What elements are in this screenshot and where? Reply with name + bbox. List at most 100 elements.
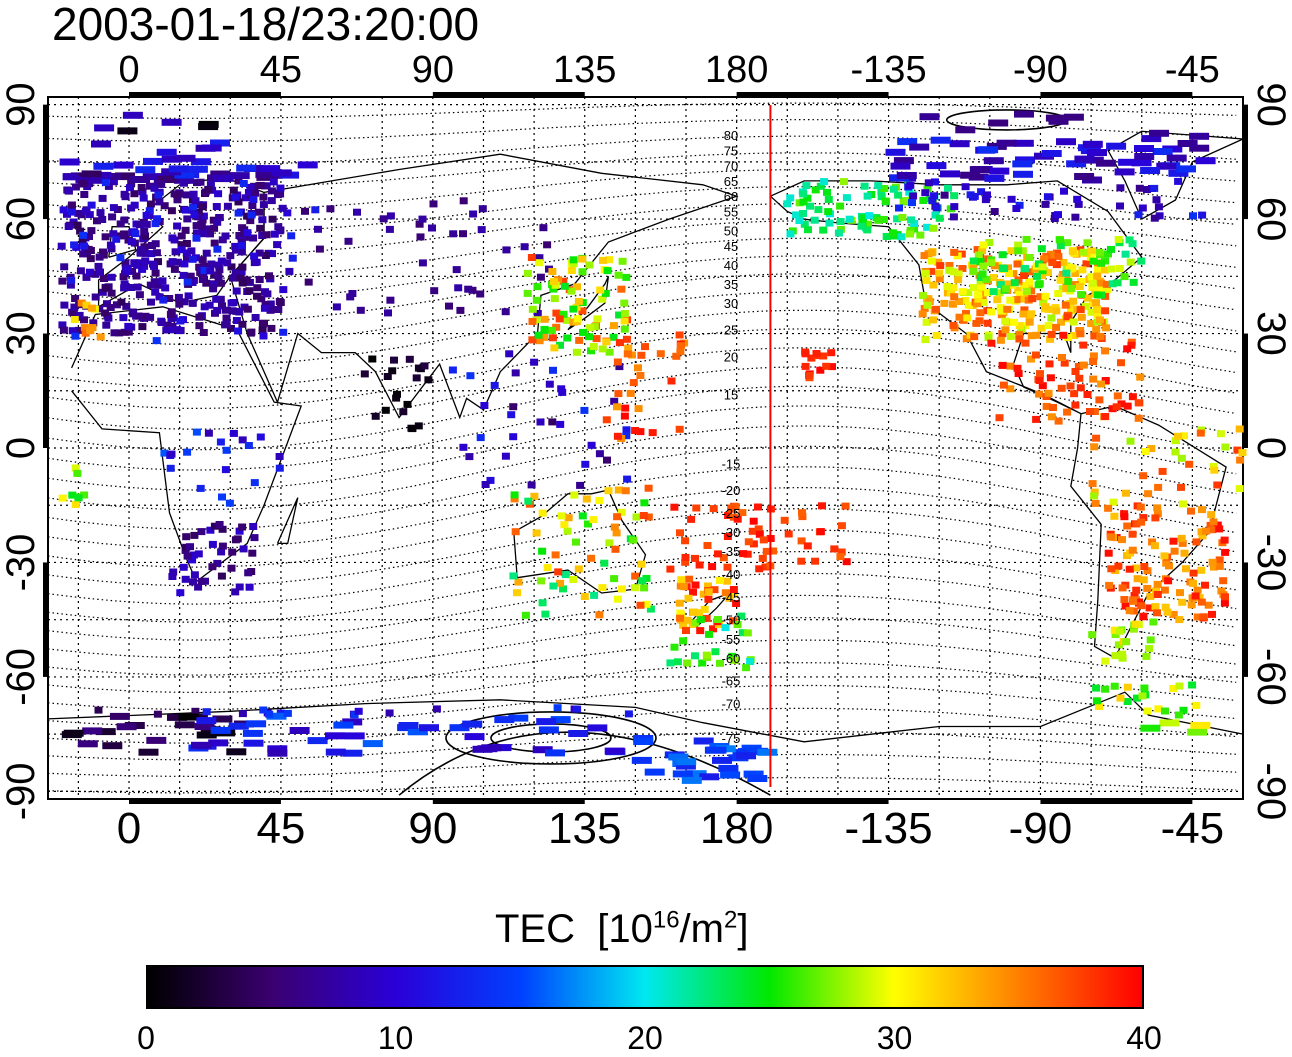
tec-point	[249, 196, 258, 203]
tec-point	[1104, 504, 1113, 512]
tec-point	[1197, 598, 1206, 606]
tec-point	[276, 190, 285, 198]
tec-point	[1217, 587, 1226, 595]
tec-point	[58, 494, 67, 502]
tec-point	[1118, 158, 1139, 166]
tec-point	[1108, 280, 1117, 288]
tec-point	[758, 554, 767, 562]
tec-point	[644, 513, 653, 521]
tec-point	[133, 283, 142, 291]
magnetic-contour	[47, 385, 1237, 471]
tec-point	[708, 563, 717, 571]
tec-point	[94, 262, 103, 270]
tec-point	[1143, 567, 1152, 575]
tec-point	[275, 464, 284, 472]
tec-point	[712, 756, 732, 764]
magnetic-contour	[47, 152, 1237, 189]
tec-point	[1127, 341, 1136, 349]
tec-point	[945, 266, 954, 274]
tec-point	[679, 583, 688, 591]
tec-point	[237, 268, 246, 276]
tec-point	[985, 239, 994, 246]
coastline	[769, 180, 1143, 415]
tec-point	[253, 284, 262, 292]
tec-point	[116, 723, 137, 731]
tec-point	[147, 250, 156, 258]
tec-point	[189, 551, 198, 559]
tec-point	[1130, 625, 1138, 633]
colorbar-tick-label: 10	[377, 1020, 414, 1056]
tec-point	[59, 158, 80, 166]
tec-point	[666, 565, 675, 573]
tec-point	[486, 476, 495, 484]
tec-point	[656, 350, 665, 358]
tec-point	[1111, 652, 1120, 660]
tec-point	[976, 309, 985, 317]
tec-point	[922, 318, 931, 326]
tec-point	[1067, 285, 1076, 292]
tec-point	[624, 710, 633, 718]
tec-point	[1210, 466, 1219, 474]
tec-point	[146, 281, 155, 289]
tec-point	[885, 148, 906, 156]
tec-point	[557, 512, 566, 520]
tec-point	[1069, 248, 1077, 256]
tec-point	[1143, 584, 1152, 592]
tec-point	[907, 216, 916, 224]
tec-point	[784, 530, 793, 538]
tec-point	[1015, 322, 1024, 330]
tec-point	[534, 331, 543, 339]
tec-point	[538, 726, 559, 734]
tec-point	[424, 376, 433, 384]
tec-point	[462, 720, 483, 728]
tec-point	[603, 456, 611, 464]
tec-point	[987, 308, 996, 316]
tec-point	[1134, 153, 1155, 160]
tec-point	[109, 204, 118, 212]
tec-point	[1152, 148, 1173, 155]
tec-point	[569, 260, 578, 268]
tec-point	[863, 192, 872, 200]
tec-point	[510, 495, 519, 503]
tec-point	[1128, 240, 1137, 248]
tec-point	[1160, 552, 1169, 560]
tec-point	[260, 165, 281, 173]
tec-point	[1064, 278, 1073, 285]
tec-point	[1150, 542, 1159, 550]
tec-point	[206, 181, 215, 189]
tec-point	[1069, 318, 1078, 326]
tec-point	[60, 263, 69, 271]
tec-point	[1006, 385, 1015, 393]
tec-point	[1047, 330, 1056, 338]
tec-point	[969, 166, 990, 174]
tec-point	[405, 355, 414, 363]
tec-point	[202, 225, 211, 233]
tec-point	[1191, 592, 1200, 600]
tec-point	[683, 659, 692, 667]
tec-point	[145, 207, 154, 215]
tec-point	[949, 213, 958, 221]
tec-point	[1156, 162, 1177, 170]
tec-point	[325, 732, 345, 740]
tec-point	[142, 211, 151, 219]
tec-point	[407, 728, 428, 736]
tec-point	[987, 339, 996, 347]
tec-point	[1054, 290, 1063, 297]
tec-point	[448, 366, 457, 374]
tec-point	[241, 194, 250, 202]
magnetic-contour	[47, 118, 1237, 143]
tec-point	[202, 249, 211, 257]
tec-point	[386, 296, 395, 304]
tec-point	[709, 625, 718, 633]
tec-point	[1095, 396, 1104, 404]
tec-point	[176, 317, 185, 325]
tec-point	[894, 191, 903, 199]
tec-point	[1070, 332, 1079, 339]
tec-point	[416, 233, 425, 241]
magnetic-contour	[47, 237, 1237, 302]
tec-point	[1171, 448, 1180, 456]
tec-point	[120, 284, 129, 292]
tec-point	[623, 350, 632, 358]
tec-point	[995, 414, 1004, 422]
tec-point	[979, 298, 988, 306]
